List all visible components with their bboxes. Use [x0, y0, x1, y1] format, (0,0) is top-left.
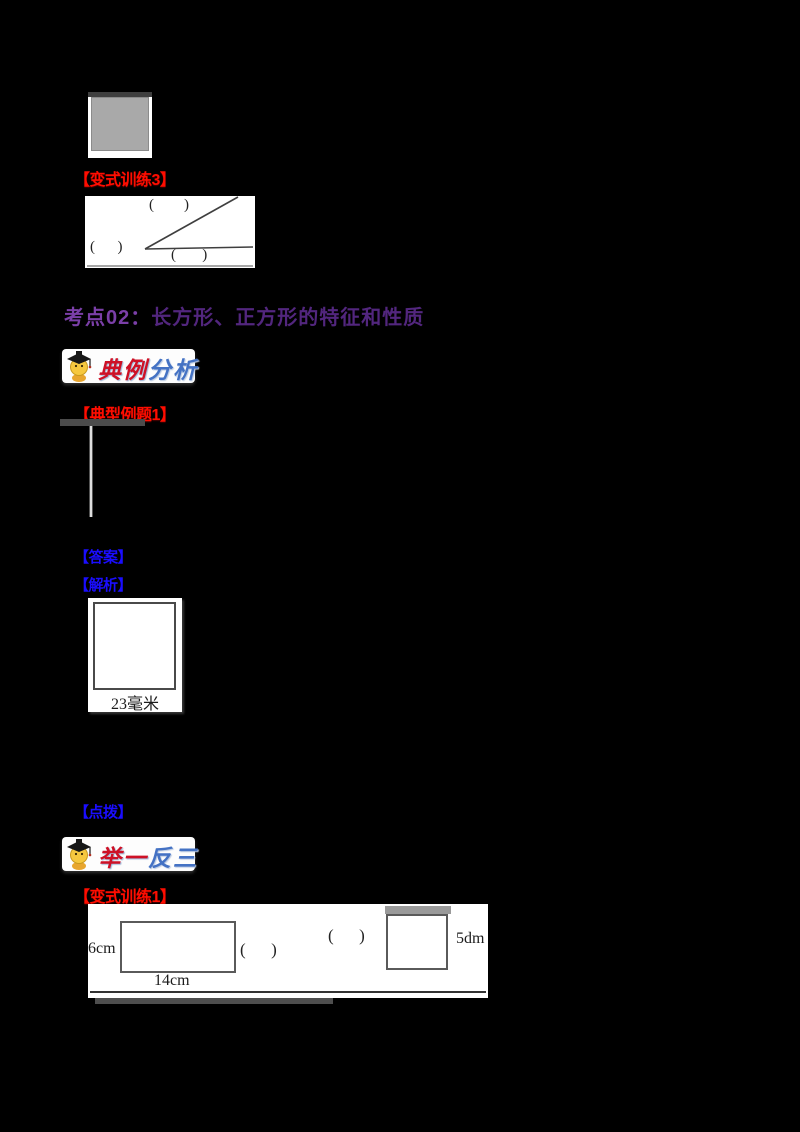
gray-square-figure: [88, 92, 152, 158]
scholar-icon: [65, 350, 93, 382]
example-banner-red: 典例: [98, 357, 148, 384]
rect-width-label: 14cm: [154, 972, 190, 989]
topic-title: 长方形、正方形的特征和性质: [151, 307, 425, 329]
square-23mm-caption: 23毫米: [110, 696, 159, 713]
answer-label: 【答案】: [74, 549, 133, 566]
rectangle-outline: [120, 921, 236, 973]
rect-height-label: 6cm: [88, 940, 116, 957]
square-side-label: 5dm: [456, 930, 485, 947]
variation-banner-red: 举一: [98, 845, 148, 872]
square-23mm-figure: 23毫米: [88, 598, 182, 713]
rect-square-figure: 6cm 14cm ( ) ( ) 5dm: [88, 904, 488, 998]
angle-rays-drawing: [87, 196, 254, 267]
gray-square: [91, 97, 149, 151]
analysis-label: 【解析】: [74, 577, 133, 594]
square-top-shadow: [385, 906, 451, 914]
figure-bottom-shadow: [95, 998, 333, 1004]
variation-banner-text: 举一反三: [98, 839, 198, 873]
angle-blank-left: ( ): [90, 239, 123, 255]
angle-blank-bottom: ( ): [171, 247, 208, 263]
rect-blank-mid: ( ): [240, 940, 277, 959]
example-banner-text: 典例分析: [98, 351, 198, 385]
segment-figure-shadow: [60, 419, 145, 426]
scholar-icon: [65, 838, 93, 870]
rect-blank-right: ( ): [328, 926, 365, 945]
example-banner-blue: 分析: [148, 357, 198, 384]
square-23mm-outline: [93, 602, 176, 690]
example-banner: 典例分析: [62, 349, 198, 385]
tip-label: 【点拨】: [74, 804, 133, 821]
square-outline: [386, 914, 448, 970]
variation-banner-blue: 反三: [148, 845, 198, 872]
angle-figure: ( ) ( ) ( ): [85, 196, 255, 268]
vertical-segment: [89, 426, 93, 517]
topic-number: 考点02：: [64, 307, 152, 329]
angle-blank-top: ( ): [149, 197, 189, 213]
variation-label: 【变式训练1】: [74, 889, 176, 906]
figure-baseline: [90, 991, 486, 993]
figure-top-shadow: [88, 92, 152, 97]
topic-heading: 考点02：长方形、正方形的特征和性质: [64, 301, 424, 330]
variation-banner: 举一反三: [62, 837, 198, 873]
variation-prev-label: 【变式训练3】: [74, 172, 176, 189]
